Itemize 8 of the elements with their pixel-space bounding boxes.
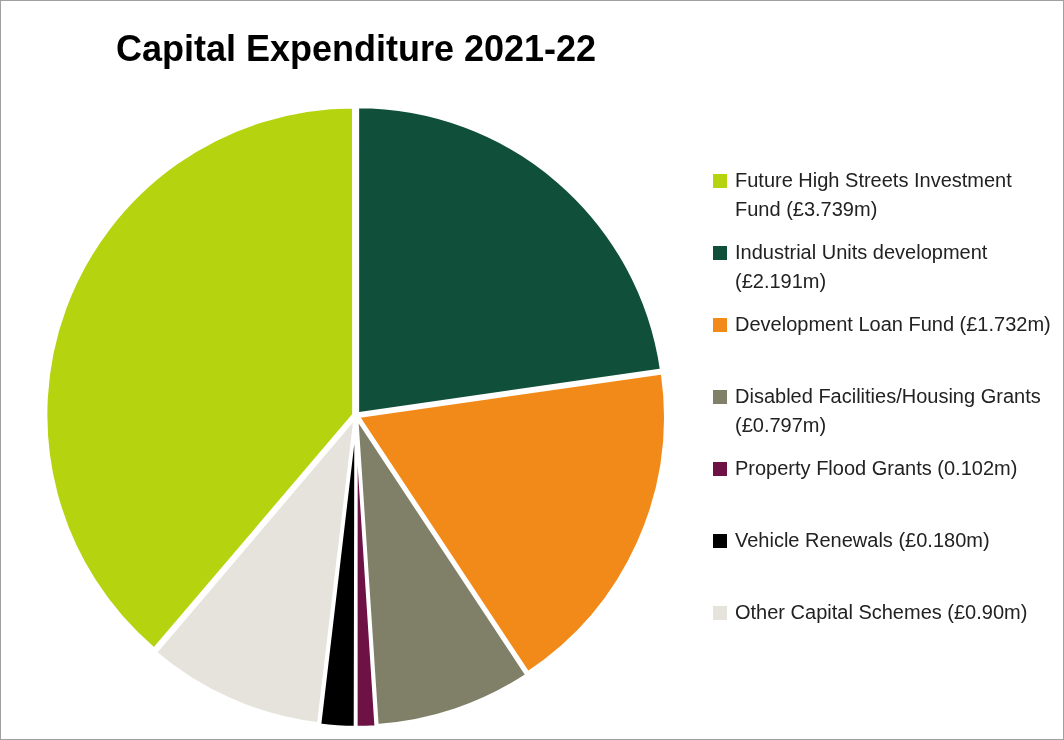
legend-label: Disabled Facilities/Housing Grants (£0.797m) bbox=[735, 384, 1042, 438]
legend-label: Other Capital Schemes (£0.90m) bbox=[735, 600, 1028, 625]
legend-label: Vehicle Renewals (£0.180m) bbox=[735, 528, 990, 553]
legend-label: Industrial Units development (£2.191m) bbox=[735, 240, 989, 294]
legend-label: Development Loan Fund (£1.732m) bbox=[735, 312, 1051, 337]
chart-title: Capital Expenditure 2021-22 bbox=[115, 27, 597, 69]
legend-label: Future High Streets Investment Fund (£3.739m) bbox=[735, 168, 1013, 222]
legend-label: Property Flood Grants (0.102m) bbox=[735, 456, 1018, 481]
